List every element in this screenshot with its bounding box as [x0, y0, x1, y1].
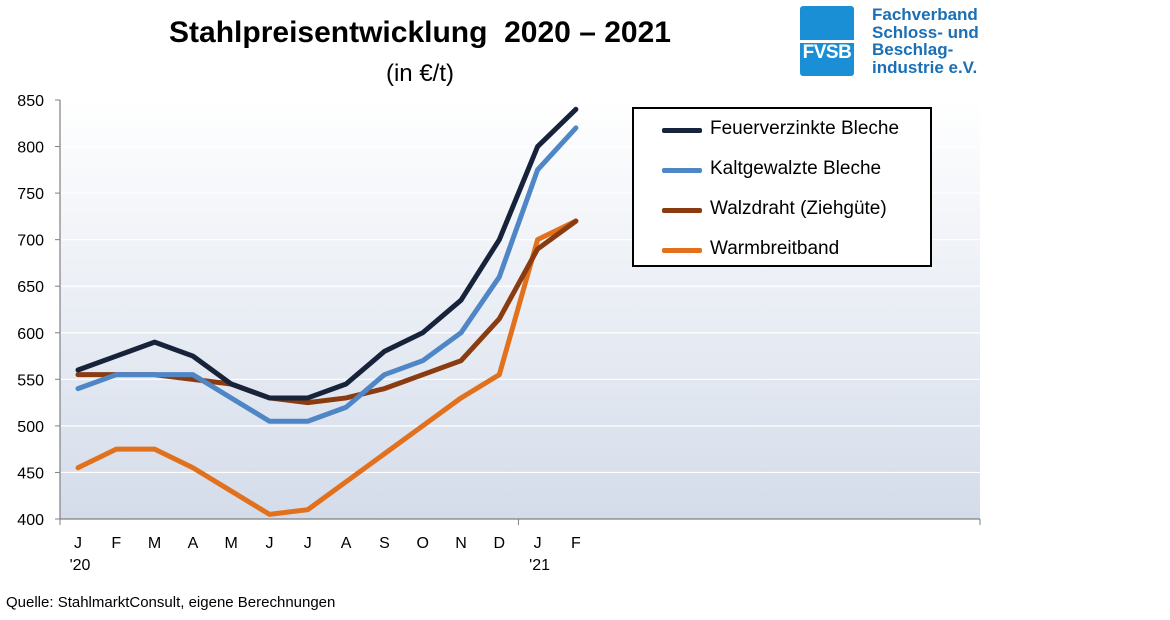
- series-line-3: [75, 218, 579, 517]
- y-tick-label: 800: [17, 140, 44, 157]
- logo-line: Fachverband: [872, 5, 978, 24]
- x-tick-label: M: [225, 535, 238, 552]
- legend-label: Feuerverzinkte Bleche: [710, 118, 900, 139]
- x-tick-label: D: [494, 535, 506, 552]
- chart-subtitle: (in €/t): [385, 60, 454, 87]
- axes: [55, 99, 981, 525]
- y-tick-label: 500: [17, 419, 44, 436]
- chart-legend: Feuerverzinkte Bleche Kaltgewalzte Blech…: [632, 107, 932, 267]
- series-line-0: [75, 106, 579, 401]
- legend-swatch: [662, 208, 702, 213]
- tick-labels: 400 450 500 550 600 650 700 750 800 850 J F M A M J J A S O…: [17, 93, 581, 574]
- y-tick-label: 450: [17, 465, 44, 482]
- logo-organization-name: Fachverband Schloss- und Beschlag- indus…: [872, 6, 979, 76]
- legend-swatch: [662, 168, 702, 173]
- source-note: Quelle: StahlmarktConsult, eigene Berech…: [6, 594, 336, 611]
- logo-line: industrie e.V.: [872, 57, 978, 77]
- legend-label: Warmbreitband: [710, 238, 840, 259]
- x-tick-label: J: [304, 535, 312, 552]
- x-tick-label: M: [148, 535, 161, 552]
- year-label: '20: [70, 557, 91, 574]
- legend-label: Walzdraht (Ziehgüte): [710, 198, 887, 219]
- y-tick-label: 850: [17, 93, 44, 110]
- fvsb-logo: FVSB Fachverband Schloss- und Beschlag- …: [800, 6, 990, 80]
- legend-label: Kaltgewalzte Bleche: [710, 158, 882, 179]
- logo-line: Beschlag-: [872, 40, 954, 59]
- y-tick-label: 650: [17, 279, 44, 296]
- chart-title: Stahlpreisentwicklung 2020 – 2021: [169, 16, 671, 49]
- x-tick-label: F: [571, 535, 581, 552]
- x-tick-label: A: [341, 535, 352, 552]
- logo-abbreviation: FVSB: [802, 42, 852, 63]
- x-tick-label: A: [188, 535, 199, 552]
- series-lines: [75, 106, 579, 517]
- legend-swatch: [662, 248, 702, 253]
- y-tick-label: 700: [17, 233, 44, 250]
- x-tick-label: J: [74, 535, 82, 552]
- y-tick-label: 550: [17, 372, 44, 389]
- x-tick-label: J: [266, 535, 274, 552]
- logo-line: Schloss- und: [872, 22, 979, 42]
- y-tick-label: 400: [17, 512, 44, 529]
- x-tick-label: O: [416, 535, 428, 552]
- x-tick-label: F: [111, 535, 121, 552]
- x-tick-label: N: [455, 535, 467, 552]
- y-tick-label: 750: [17, 186, 44, 203]
- legend-swatch: [662, 128, 702, 133]
- year-label: '21: [529, 557, 550, 574]
- x-tick-label: J: [534, 535, 542, 552]
- x-tick-label: S: [379, 535, 390, 552]
- y-tick-label: 600: [17, 326, 44, 343]
- series-line-1: [75, 125, 579, 424]
- logo-badge: FVSB: [800, 6, 854, 76]
